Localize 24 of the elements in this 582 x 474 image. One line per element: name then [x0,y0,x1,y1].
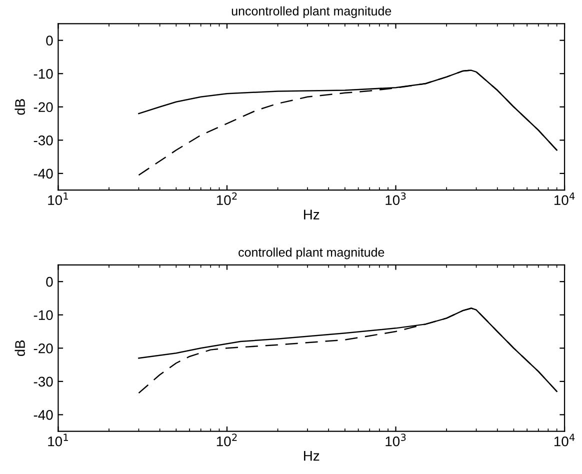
chart-title: controlled plant magnitude [238,248,384,260]
x-tick-label: 10$^{4}$ [554,434,575,446]
x-tick-label: 10$^{4}$ [554,192,575,206]
chart-title: uncontrolled plant magnitude [232,6,392,18]
x-tick-label: 10$^{1}$ [48,434,68,446]
y-tick-label: 0 [46,36,53,46]
x-tick-label: 10$^{3}$ [386,192,406,206]
y-tick-label: -10 [34,68,53,79]
y-axis-title: dB [14,99,25,115]
y-tick-label: -20 [34,343,53,354]
y-tick-label: -40 [34,168,53,179]
y-tick-label: -30 [34,376,53,387]
x-tick-label: 10$^{2}$ [216,434,237,446]
y-tick-label: 0 [46,276,53,287]
y-tick-label: -10 [34,310,53,320]
y-tick-label: -30 [34,136,53,146]
x-axis-title: Hz [304,451,320,461]
x-axis-title: Hz [304,210,320,220]
x-tick-label: 10$^{3}$ [386,434,406,446]
x-tick-label: 10$^{2}$ [216,192,237,206]
x-tick-label: 10$^{1}$ [48,192,68,206]
y-tick-label: -40 [34,410,53,420]
y-axis-title: dB [14,340,25,356]
y-tick-label: -20 [34,102,53,112]
